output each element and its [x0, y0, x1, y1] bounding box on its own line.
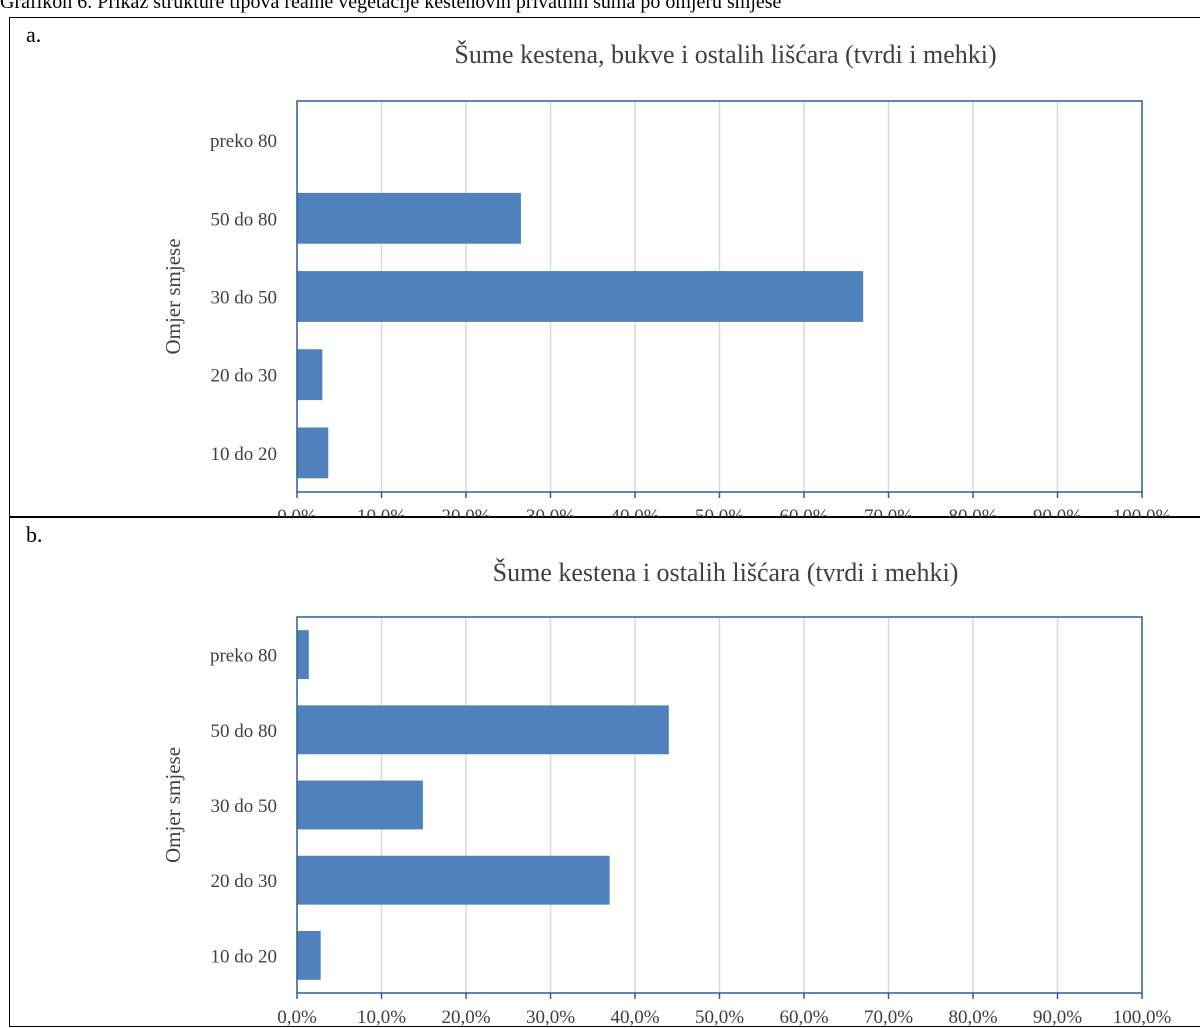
y-tick-label: 20 do 30: [211, 366, 278, 387]
x-tick-label: 70,0%: [864, 1007, 913, 1028]
x-tick-label: 30,0%: [526, 1007, 575, 1028]
x-tick-label: 70,0%: [864, 506, 913, 518]
y-tick-label: 50 do 80: [211, 209, 278, 230]
chart-b: Šume kestena i ostalih lišćara (tvrdi i …: [161, 558, 1172, 1028]
chart-title: Šume kestena i ostalih lišćara (tvrdi i …: [493, 558, 959, 587]
x-tick-label: 60,0%: [779, 1007, 828, 1028]
bar: [297, 192, 521, 244]
bar: [297, 427, 329, 479]
y-tick-label: preko 80: [210, 646, 277, 667]
bar: [297, 630, 309, 680]
y-tick-label: preko 80: [210, 131, 277, 152]
figure-caption: Grafikon 6. Prikaz strukture tipova real…: [0, 0, 782, 13]
x-tick-label: 20,0%: [441, 506, 490, 518]
panel-label-b: b.: [26, 522, 43, 547]
x-tick-label: 90,0%: [1033, 506, 1082, 518]
x-tick-label: 50,0%: [695, 1007, 744, 1028]
chart-panel-a: a. Šume kestena, bukve i ostalih lišćara…: [9, 17, 1200, 518]
bar: [297, 855, 610, 905]
x-tick-label: 60,0%: [779, 506, 828, 518]
bar: [297, 271, 864, 322]
bar: [297, 930, 321, 980]
bar: [297, 780, 423, 830]
panel-label-a: a.: [26, 22, 42, 47]
y-axis-label: Omjer smjese: [161, 238, 185, 354]
x-tick-label: 100,0%: [1113, 506, 1172, 518]
x-tick-label: 80,0%: [948, 1007, 997, 1028]
chart-panel-b: b. Šume kestena i ostalih lišćara (tvrdi…: [9, 517, 1200, 1028]
y-tick-label: 50 do 80: [211, 721, 278, 742]
y-tick-label: 10 do 20: [211, 444, 278, 465]
x-tick-label: 90,0%: [1033, 1007, 1082, 1028]
x-tick-label: 80,0%: [948, 506, 997, 518]
bar: [297, 349, 323, 401]
y-tick-label: 10 do 20: [211, 946, 278, 967]
y-tick-label: 30 do 50: [211, 288, 278, 309]
x-tick-label: 50,0%: [695, 506, 744, 518]
x-tick-label: 30,0%: [526, 506, 575, 518]
bar: [297, 705, 669, 755]
x-tick-label: 10,0%: [357, 506, 406, 518]
x-tick-label: 10,0%: [357, 1007, 406, 1028]
chart-title: Šume kestena, bukve i ostalih lišćara (t…: [454, 40, 996, 69]
x-tick-label: 100,0%: [1113, 1007, 1172, 1028]
chart-a: Šume kestena, bukve i ostalih lišćara (t…: [161, 40, 1172, 518]
x-tick-label: 40,0%: [610, 1007, 659, 1028]
x-tick-label: 20,0%: [441, 1007, 490, 1028]
x-tick-label: 0,0%: [277, 1007, 317, 1028]
y-tick-label: 30 do 50: [211, 796, 278, 817]
x-tick-label: 40,0%: [610, 506, 659, 518]
y-tick-label: 20 do 30: [211, 871, 278, 892]
x-tick-label: 0,0%: [277, 506, 317, 518]
y-axis-label: Omjer smjese: [161, 747, 185, 863]
